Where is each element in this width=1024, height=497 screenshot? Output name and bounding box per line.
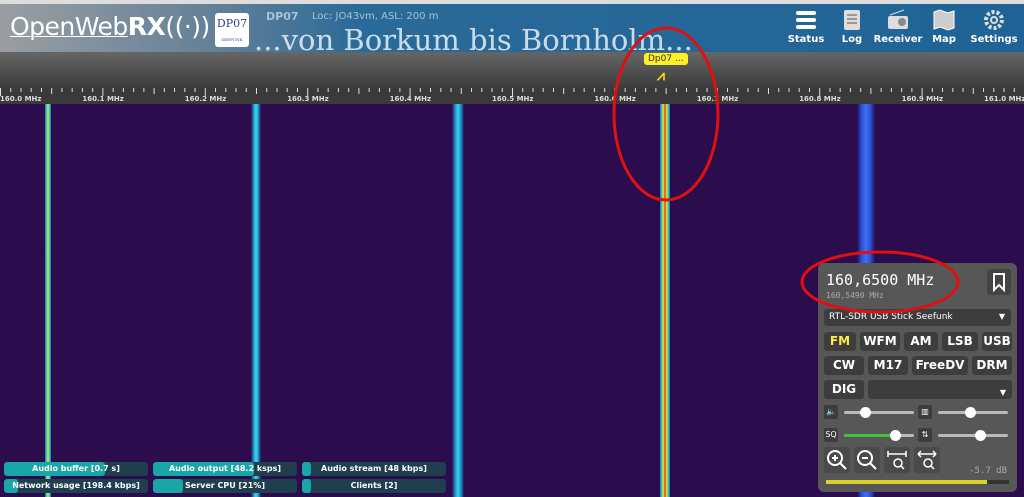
frequency-label: 160.5 MHz (492, 95, 534, 103)
frequency-label: 160.7 MHz (696, 95, 739, 103)
signal-level-db: -5.7 dB (969, 466, 1007, 476)
chevron-down-icon: ▼ (999, 388, 1006, 397)
frequency-label: 160.3 MHz (287, 95, 329, 103)
agc-slider[interactable] (938, 430, 1008, 441)
zoom-full-icon (917, 450, 937, 470)
mode-dig-button[interactable]: DIG (824, 380, 864, 399)
receiver-banner: ...von Borkum bis Bornholm... (254, 23, 693, 53)
zoom-out-button[interactable] (854, 447, 880, 473)
audio-stream-bar: Audio stream [48 kbps] (302, 462, 446, 476)
receiver-location: Loc: JO43vm, ASL: 200 m (312, 11, 439, 22)
mode-m17-button[interactable]: M17 (868, 356, 908, 375)
frequency-label: 160.1 MHz (82, 95, 124, 103)
bookmark-icon (993, 273, 1005, 293)
agc-icon[interactable]: ⇅ (918, 428, 932, 442)
squelch-slider[interactable] (844, 430, 914, 441)
logo-text: OpenWeb (10, 12, 128, 41)
zoom-out-icon (857, 450, 877, 470)
top-nav: Status Log Receiver Map Settings (786, 8, 1018, 45)
radio-icon (888, 9, 908, 29)
receiver-name: DP07 (266, 10, 299, 23)
frequency-label: 160.6 MHz (594, 95, 636, 103)
nav-map-button[interactable]: Map (924, 8, 964, 45)
logo-text-bold: RX (127, 12, 166, 41)
zoom-in-button[interactable] (824, 447, 850, 473)
zoom-full-button[interactable] (914, 447, 940, 473)
signal-trace (45, 104, 51, 497)
zoom-band-icon (887, 451, 907, 470)
spectrum-display[interactable] (0, 52, 1024, 88)
signal-trace (660, 104, 670, 497)
volume-icon[interactable]: 🔈 (824, 405, 838, 419)
signal-trace (452, 104, 464, 497)
frequency-label: 160.0 MHz (0, 95, 42, 103)
audio-output-bar: Audio output [48.2 ksps] (153, 462, 297, 476)
bookmark-filter-icon: ⩘ (657, 68, 665, 84)
s-meter (826, 480, 1009, 484)
frequency-label: 161.0 MHz (984, 95, 1024, 103)
mode-am-button[interactable]: AM (904, 332, 938, 351)
badge-subtext: SEEFUNK (221, 37, 243, 42)
frequency-label: 160.4 MHz (389, 95, 432, 103)
receiver-panel: 160,6500 MHz 160,5490 MHz RTL-SDR USB St… (818, 263, 1017, 492)
signal-trace (251, 104, 261, 497)
map-icon (933, 9, 955, 31)
bookmark-label[interactable]: Dp07 ... (644, 53, 688, 65)
frequency-label: 160.2 MHz (184, 95, 227, 103)
profile-select[interactable]: RTL-SDR USB Stick Seefunk ▼ (824, 309, 1011, 326)
offset-frequency: 160,5490 MHz (826, 291, 884, 300)
audio-buffer-bar: Audio buffer [0.7 s] (4, 462, 148, 476)
mode-cw-button[interactable]: CW (824, 356, 864, 375)
frequency-label: 160.9 MHz (901, 95, 944, 103)
digital-mode-select[interactable]: ▼ (868, 380, 1012, 399)
mode-drm-button[interactable]: DRM (972, 356, 1012, 375)
mode-usb-button[interactable]: USB (982, 332, 1012, 351)
squelch-icon[interactable]: SQ (824, 428, 838, 442)
mode-lsb-button[interactable]: LSB (942, 332, 978, 351)
zoom-in-icon (827, 450, 847, 470)
status-icon (796, 11, 816, 29)
gear-icon (984, 10, 1004, 30)
badge-text: DP07 (216, 17, 248, 30)
nav-receiver-button[interactable]: Receiver (874, 8, 922, 45)
header: ...von Borkum bis Bornholm... OpenWebRX(… (0, 0, 1024, 52)
server-cpu-bar: Server CPU [21%] (153, 479, 297, 493)
noise-reduction-icon[interactable]: ▥ (918, 405, 932, 419)
scale-ticks (0, 88, 1015, 96)
noise-reduction-slider[interactable] (938, 407, 1008, 418)
nav-status-button[interactable]: Status (786, 8, 826, 45)
log-icon (844, 10, 860, 30)
receiver-avatar: DP07 SEEFUNK (215, 13, 249, 47)
nav-settings-button[interactable]: Settings (970, 8, 1018, 45)
frequency-scale[interactable]: 160.0 MHz 160.1 MHz 160.2 MHz 160.3 MHz 160.… (0, 88, 1024, 104)
frequency-display[interactable]: 160,6500 MHz (826, 271, 935, 289)
chevron-down-icon: ▼ (998, 312, 1005, 321)
mode-wfm-button[interactable]: WFM (860, 332, 900, 351)
frequency-label: 160.8 MHz (799, 95, 841, 103)
bookmark-button[interactable] (987, 269, 1011, 295)
nav-log-button[interactable]: Log (832, 8, 872, 45)
network-usage-bar: Network usage [198.4 kbps] (4, 479, 148, 493)
clients-bar: Clients [2] (302, 479, 446, 493)
zoom-to-band-button[interactable] (884, 447, 910, 473)
openwebrx-logo[interactable]: OpenWebRX((·)) (10, 12, 210, 41)
radio-waves-icon: ((·)) (165, 12, 210, 41)
volume-slider[interactable] (844, 407, 914, 418)
mode-freedv-button[interactable]: FreeDV (912, 356, 968, 375)
mode-fm-button[interactable]: FM (824, 332, 856, 351)
